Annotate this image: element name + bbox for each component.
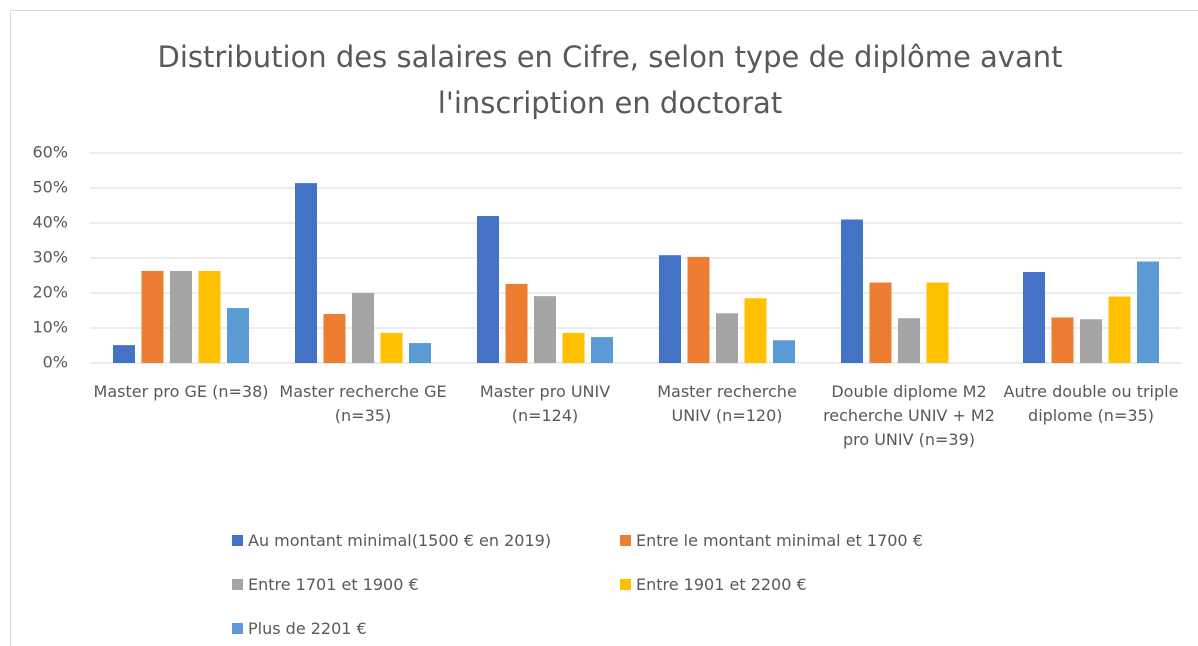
x-tick-label: Master recherche GE (n=35) (279, 382, 447, 425)
legend: Au montant minimal(1500 € en 2019) Entre … (232, 518, 1022, 646)
legend-item: Au montant minimal(1500 € en 2019) (232, 518, 620, 562)
legend-swatch (620, 534, 631, 546)
bar (227, 308, 249, 363)
y-tick-label: 40% (32, 213, 68, 232)
chart-frame (10, 10, 1198, 646)
x-tick-label: Master recherche UNIV (n=120) (657, 382, 797, 425)
bar (323, 314, 346, 363)
legend-swatch (232, 578, 243, 590)
chart-title: Distribution des salaires en Cifre, selo… (157, 40, 1063, 120)
bar (113, 345, 135, 363)
x-tick-label: Master pro UNIV (n=124) (479, 382, 611, 425)
bar (716, 313, 738, 363)
bar (1137, 261, 1159, 363)
bar (170, 270, 192, 363)
bar (591, 337, 613, 363)
bar (477, 216, 499, 363)
bar (744, 298, 767, 363)
legend-swatch (620, 578, 631, 590)
bar (534, 296, 556, 363)
bar (141, 270, 164, 363)
bar (898, 318, 920, 363)
bar (773, 340, 795, 363)
legend-item: Entre 1901 et 2200 € (620, 562, 1008, 606)
x-tick-label: Double diplome M2 recherche UNIV + M2 pr… (823, 382, 995, 449)
y-tick-label: 10% (32, 318, 68, 337)
legend-label: Entre le montant minimal et 1700 € (636, 530, 923, 550)
bar (198, 270, 221, 363)
legend-label: Au montant minimal(1500 € en 2019) (248, 530, 552, 550)
bar (380, 332, 403, 363)
bar (1051, 317, 1074, 363)
legend-swatch (232, 622, 243, 634)
y-tick-label: 0% (43, 353, 68, 372)
y-tick-label: 20% (32, 283, 68, 302)
bar (1023, 272, 1045, 363)
y-tick-label: 30% (32, 248, 68, 267)
legend-label: Entre 1901 et 2200 € (636, 574, 807, 594)
bar (409, 343, 431, 363)
bar (505, 283, 528, 363)
legend-item: Plus de 2201 € (232, 606, 620, 646)
y-tick-label: 50% (32, 178, 68, 197)
bar (869, 282, 892, 363)
bar (659, 255, 681, 363)
legend-label: Entre 1701 et 1900 € (248, 574, 419, 594)
bar (562, 332, 585, 363)
bar (687, 256, 710, 363)
x-tick-label: Autre double ou triple diplome (n=35) (1003, 382, 1179, 425)
legend-swatch (232, 534, 243, 546)
x-tick-label: Master pro GE (n=38) (93, 382, 269, 401)
legend-label: Plus de 2201 € (248, 618, 367, 638)
bar (926, 282, 949, 363)
legend-item: Entre 1701 et 1900 € (232, 562, 620, 606)
bar (1108, 296, 1131, 363)
bar (841, 219, 863, 363)
bar (352, 293, 374, 363)
y-tick-label: 60% (32, 143, 68, 162)
legend-item: Entre le montant minimal et 1700 € (620, 518, 1008, 562)
bar (295, 183, 317, 363)
bar (1080, 319, 1102, 363)
